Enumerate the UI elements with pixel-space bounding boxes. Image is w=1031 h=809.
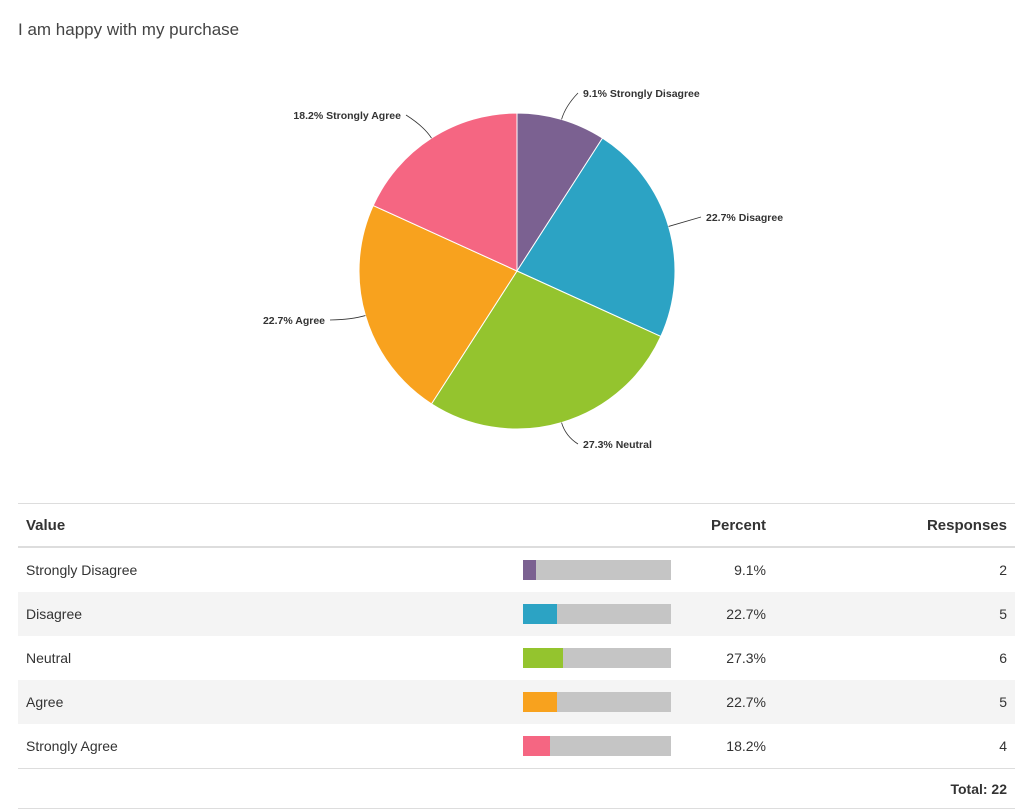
leader-line	[561, 422, 579, 445]
table-row: Strongly Disagree 9.1% 2	[18, 547, 1015, 592]
header-value: Value	[18, 503, 523, 548]
percent-bar-fill	[523, 560, 537, 580]
pie-slice-strongly-disagree[interactable]	[516, 112, 604, 273]
row-responses: 2	[999, 562, 1007, 578]
row-bar-cell	[523, 592, 681, 636]
percent-bar	[523, 560, 671, 580]
table-header-row: Value Percent Responses	[18, 503, 1015, 548]
percent-bar-fill	[523, 604, 557, 624]
table-row: Neutral 27.3% 6	[18, 636, 1015, 680]
row-percent: 9.1%	[734, 562, 766, 578]
percent-bar	[523, 692, 671, 712]
row-value: Strongly Disagree	[26, 562, 138, 578]
row-percent: 18.2%	[726, 738, 766, 754]
row-responses: 5	[999, 694, 1007, 710]
percent-bar	[523, 604, 671, 624]
pie-chart: 9.1% Strongly Disagree 22.7% Disagree 27.3…	[263, 88, 783, 451]
percent-bar	[523, 648, 671, 668]
leader-line	[668, 216, 702, 227]
percent-bar-fill	[523, 648, 564, 668]
data-label: 22.7% Disagree	[706, 212, 783, 224]
total-label: Total: 22	[18, 768, 1015, 809]
table-row: Agree 22.7% 5	[18, 680, 1015, 724]
data-label: 22.7% Agree	[263, 315, 325, 327]
table-row: Strongly Agree 18.2% 4	[18, 724, 1015, 769]
row-responses: 4	[999, 738, 1007, 754]
leader-line	[561, 92, 579, 120]
pie-slice-agree[interactable]	[358, 204, 518, 405]
total-row: Total: 22	[18, 768, 1015, 809]
data-label: 9.1% Strongly Disagree	[583, 88, 700, 100]
row-bar-cell	[523, 636, 681, 680]
leader-line	[329, 315, 366, 321]
row-bar-cell	[523, 680, 681, 724]
data-label: 27.3% Neutral	[583, 439, 652, 451]
row-percent: 27.3%	[726, 650, 766, 666]
percent-bar-fill	[523, 692, 557, 712]
table-row: Disagree 22.7% 5	[18, 592, 1015, 636]
row-value: Disagree	[26, 606, 83, 622]
row-responses: 5	[999, 606, 1007, 622]
row-value: Neutral	[26, 650, 72, 666]
row-value: Strongly Agree	[26, 738, 118, 754]
chart-title: I am happy with my purchase	[18, 20, 240, 39]
row-percent: 22.7%	[726, 694, 766, 710]
data-label: 18.2% Strongly Agree	[293, 110, 401, 122]
row-bar-cell	[523, 547, 681, 592]
header-responses: Responses	[766, 503, 1015, 548]
row-bar-cell	[523, 724, 681, 769]
results-table: Value Percent Responses Strongly Disagre…	[18, 503, 1015, 809]
pie-slice-neutral[interactable]	[430, 270, 662, 430]
row-responses: 6	[999, 650, 1007, 666]
percent-bar	[523, 736, 671, 756]
percent-bar-fill	[523, 736, 550, 756]
row-percent: 22.7%	[726, 606, 766, 622]
leader-line	[405, 114, 432, 139]
row-value: Agree	[26, 694, 64, 710]
header-percent: Percent	[681, 503, 766, 548]
